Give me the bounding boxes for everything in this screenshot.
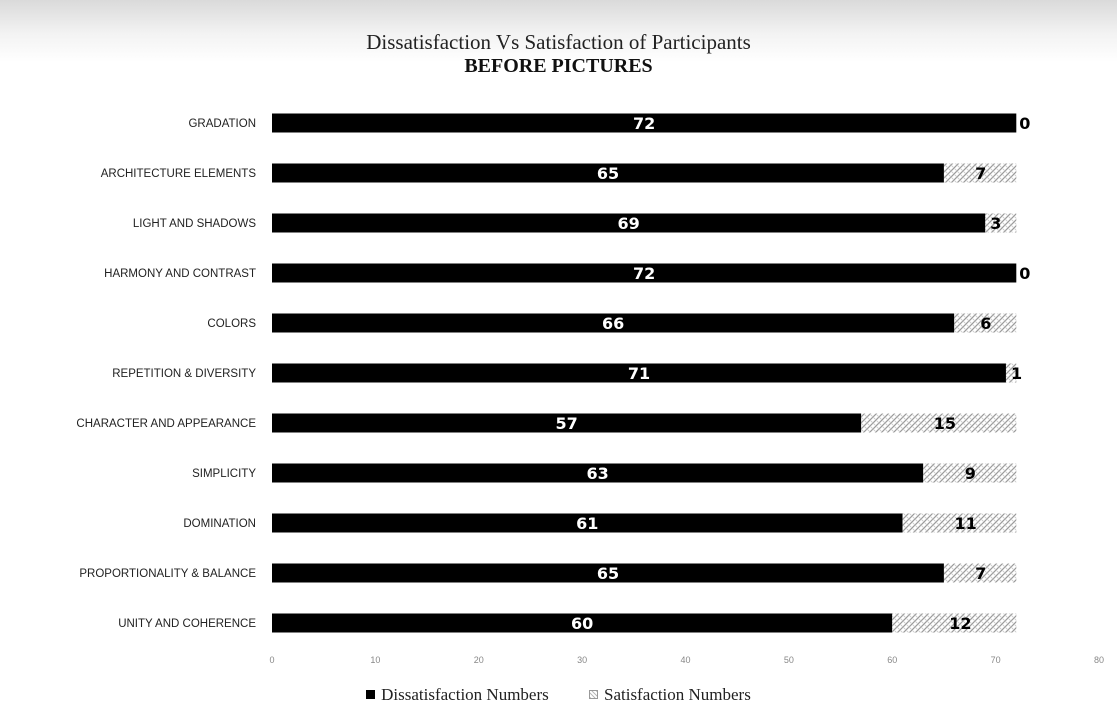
legend-swatch-solid (366, 690, 376, 699)
bar-dissatisfaction-repetition-and-diversity (272, 363, 1006, 383)
chart-titles: Dissatisfaction Vs Satisfaction of Parti… (0, 30, 1117, 78)
category-label-architecture-elements: ARCHITECTURE ELEMENTS (101, 168, 257, 180)
bar-dissatisfaction-harmony-and-contrast (272, 263, 1017, 283)
x-tick-label-30: 30 (577, 655, 587, 665)
category-labels: GRADATION ARCHITECTURE ELEMENTS LIGHT AND … (76, 118, 256, 630)
category-label-colors: COLORS (207, 318, 256, 330)
bar-dissatisfaction-unity-and-coherence (272, 613, 893, 633)
x-tick-label-10: 10 (370, 655, 380, 665)
bar-satisfaction-colors (954, 313, 1017, 333)
legend-swatch-hatched (589, 690, 598, 699)
bar-satisfaction-character-and-appearance (861, 413, 1017, 433)
x-tick-label-70: 70 (991, 655, 1001, 665)
data-label-satisfaction-simplicity: 9 (965, 464, 976, 483)
chart-subtitle: BEFORE PICTURES (464, 55, 653, 77)
category-label-harmony-and-contrast: HARMONY AND CONTRAST (104, 268, 256, 280)
data-label-dissatisfaction-proportionality-and-balance: 65 (597, 564, 619, 583)
category-label-domination: DOMINATION (183, 518, 256, 530)
x-tick-label-80: 80 (1094, 655, 1104, 665)
bar-dissatisfaction-proportionality-and-balance (272, 563, 944, 583)
category-label-proportionality-and-balance: PROPORTIONALITY & BALANCE (79, 568, 256, 580)
data-label-satisfaction-colors: 6 (980, 314, 991, 333)
data-label-satisfaction-gradation: 0 (1019, 114, 1030, 133)
title-background (0, 0, 1117, 62)
category-label-repetition-and-diversity: REPETITION & DIVERSITY (112, 368, 256, 380)
legend-item-satisfaction: Satisfaction Numbers (589, 685, 751, 705)
data-label-satisfaction-unity-and-coherence: 12 (949, 614, 971, 633)
x-tick-label-0: 0 (269, 655, 274, 665)
x-tick-label-60: 60 (887, 655, 897, 665)
bar-satisfaction-light-and-shadows (985, 213, 1017, 233)
legend-item-dissatisfaction: Dissatisfaction Numbers (366, 685, 549, 705)
data-label-dissatisfaction-harmony-and-contrast: 72 (633, 264, 655, 283)
legend: Dissatisfaction Numbers Satisfaction Num… (0, 685, 1117, 705)
bar-satisfaction-architecture-elements (943, 163, 1017, 183)
data-label-satisfaction-harmony-and-contrast: 0 (1019, 264, 1030, 283)
category-label-character-and-appearance: CHARACTER AND APPEARANCE (76, 418, 256, 430)
bar-dissatisfaction-colors (272, 313, 955, 333)
data-label-satisfaction-character-and-appearance: 15 (934, 414, 956, 433)
data-label-dissatisfaction-gradation: 72 (633, 114, 655, 133)
bar-satisfaction-domination (902, 513, 1017, 533)
chart-title: Dissatisfaction Vs Satisfaction of Parti… (366, 30, 751, 54)
data-label-satisfaction-light-and-shadows: 3 (990, 214, 1001, 233)
bar-dissatisfaction-light-and-shadows (272, 213, 986, 233)
bar-satisfaction-repetition-and-diversity (1005, 363, 1017, 383)
category-label-simplicity: SIMPLICITY (192, 468, 256, 480)
data-label-dissatisfaction-simplicity: 63 (586, 464, 608, 483)
data-label-dissatisfaction-unity-and-coherence: 60 (571, 614, 593, 633)
category-label-unity-and-coherence: UNITY AND COHERENCE (118, 618, 256, 630)
bar-dissatisfaction-character-and-appearance (272, 413, 862, 433)
x-tick-label-50: 50 (784, 655, 794, 665)
data-label-dissatisfaction-character-and-appearance: 57 (555, 414, 577, 433)
bar-satisfaction-simplicity (923, 463, 1017, 483)
legend-label-dissatisfaction: Dissatisfaction Numbers (381, 685, 549, 704)
data-label-dissatisfaction-architecture-elements: 65 (597, 164, 619, 183)
bar-dissatisfaction-domination (272, 513, 903, 533)
data-label-dissatisfaction-light-and-shadows: 69 (618, 214, 640, 233)
bar-dissatisfaction-simplicity (272, 463, 924, 483)
x-tick-label-20: 20 (474, 655, 484, 665)
data-label-dissatisfaction-repetition-and-diversity: 71 (628, 364, 650, 383)
data-label-dissatisfaction-colors: 66 (602, 314, 624, 333)
data-label-satisfaction-repetition-and-diversity: 1 (1011, 364, 1022, 383)
data-label-satisfaction-proportionality-and-balance: 7 (975, 564, 986, 583)
data-label-dissatisfaction-domination: 61 (576, 514, 598, 533)
category-label-gradation: GRADATION (188, 118, 256, 130)
bar-satisfaction-proportionality-and-balance (943, 563, 1017, 583)
data-label-satisfaction-domination: 11 (954, 514, 976, 533)
data-label-satisfaction-architecture-elements: 7 (975, 164, 986, 183)
bar-dissatisfaction-gradation (272, 113, 1017, 133)
legend-label-satisfaction: Satisfaction Numbers (604, 685, 751, 704)
x-axis-ticks: 0 10 20 30 40 50 60 70 80 (269, 655, 1104, 665)
bar-satisfaction-unity-and-coherence (892, 613, 1017, 633)
bar-dissatisfaction-architecture-elements (272, 163, 944, 183)
category-label-light-and-shadows: LIGHT AND SHADOWS (133, 218, 256, 230)
x-tick-label-40: 40 (680, 655, 690, 665)
